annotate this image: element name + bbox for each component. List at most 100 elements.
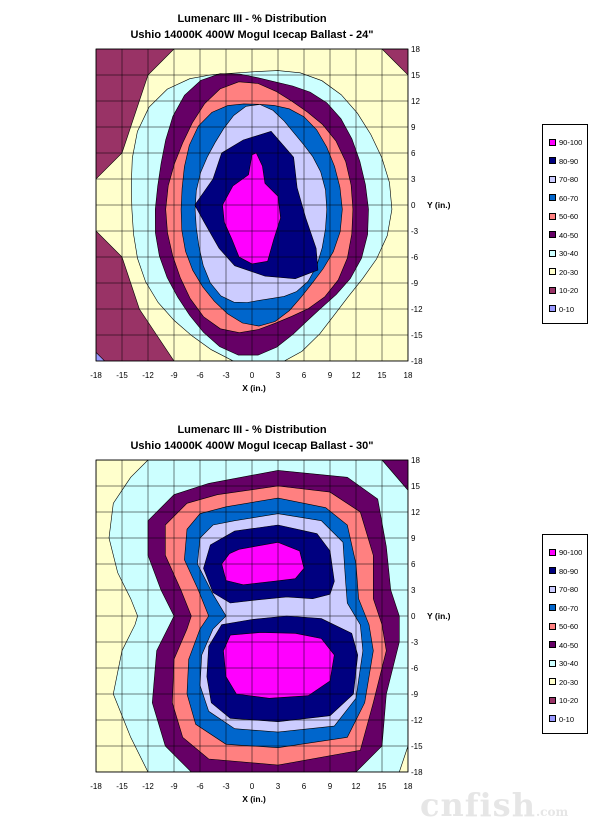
y-tick-label: 0 <box>411 201 416 210</box>
legend-label: 10-20 <box>559 696 579 705</box>
x-tick-label: -18 <box>90 371 102 380</box>
watermark-main: cnfish <box>420 786 536 824</box>
legend-label: 80-90 <box>559 156 579 166</box>
watermark-suffix: .com <box>535 805 569 819</box>
x-tick-label: -15 <box>116 782 128 791</box>
y-tick-label: -9 <box>411 279 419 288</box>
legend-item: 70-80 <box>549 584 578 596</box>
x-tick-label: -6 <box>196 782 204 791</box>
x-tick-label: 6 <box>302 782 307 791</box>
y-tick-label: 3 <box>411 175 416 184</box>
legend: 90-100 80-90 70-80 60-70 50-60 40-50 30-… <box>542 124 588 324</box>
y-tick-label: -3 <box>411 227 419 236</box>
contour-chart-30: Lumenarc III - % Distribution Ushio 1400… <box>0 411 600 821</box>
x-tick-label: -3 <box>222 371 230 380</box>
x-tick-label: -15 <box>116 371 128 380</box>
x-tick-label: 12 <box>352 782 361 791</box>
contour-plot: -18 -15 -12 -9 -6 -3 0 3 6 9 12 15 18 18 15 12 9 6 3 0 -3 -6… <box>90 456 451 804</box>
legend-label: 20-30 <box>559 267 579 277</box>
band-90-100-top <box>221 541 305 586</box>
legend-item: 80-90 <box>549 566 578 578</box>
y-tick-label: -18 <box>411 768 423 777</box>
legend-swatch <box>549 715 556 723</box>
x-tick-label: 9 <box>328 371 333 380</box>
legend-swatch <box>549 305 556 313</box>
y-axis-label: Y (in.) <box>427 200 451 210</box>
y-tick-label: 9 <box>411 123 416 132</box>
y-tick-label: 3 <box>411 586 416 595</box>
legend-label: 90-100 <box>559 548 583 557</box>
band-90-100-bottom <box>223 632 335 699</box>
x-tick-label: 18 <box>404 371 413 380</box>
legend-swatch <box>549 249 556 257</box>
y-tick-label: 15 <box>411 71 420 80</box>
legend-label: 70-80 <box>559 175 579 184</box>
x-tick-label: 15 <box>378 782 387 791</box>
chart-title-line1: Lumenarc III - % Distribution <box>177 424 327 436</box>
legend-label: 0-10 <box>559 714 575 724</box>
legend-label: 30-40 <box>559 659 579 668</box>
x-tick-label: -18 <box>90 782 102 791</box>
y-tick-label: 12 <box>411 508 420 517</box>
legend-label: 50-60 <box>559 622 579 631</box>
legend-item: 30-40 <box>549 248 578 260</box>
legend-swatch <box>549 604 556 612</box>
legend-label: 30-40 <box>559 249 579 258</box>
legend-item: 80-90 <box>549 156 578 168</box>
x-tick-labels: -18 -15 -12 -9 -6 -3 0 3 6 9 12 15 18 <box>90 371 413 380</box>
legend-item: 90-100 <box>549 137 582 149</box>
y-tick-label: -18 <box>411 357 423 366</box>
legend-item: 60-70 <box>549 193 578 205</box>
legend-item: 40-50 <box>549 640 578 652</box>
legend-swatch <box>549 268 556 276</box>
watermark-logo: cnfish.com <box>420 786 568 824</box>
legend-item: 10-20 <box>549 695 578 707</box>
legend-item: 50-60 <box>549 211 578 223</box>
y-tick-label: -15 <box>411 742 423 751</box>
x-axis-label: X (in.) <box>242 383 266 393</box>
legend-item: 0-10 <box>549 714 574 726</box>
x-tick-label: 0 <box>250 782 255 791</box>
contour-chart-24: Lumenarc III - % Distribution Ushio 1400… <box>0 0 600 410</box>
x-tick-label: -12 <box>142 371 154 380</box>
legend-label: 60-70 <box>559 603 579 613</box>
y-tick-label: 15 <box>411 482 420 491</box>
x-tick-label: 6 <box>302 371 307 380</box>
chart-title-line2: Ushio 14000K 400W Mogul Icecap Ballast -… <box>130 440 374 452</box>
y-tick-label: -6 <box>411 253 419 262</box>
y-tick-label: -12 <box>411 716 423 725</box>
plot-frame <box>95 459 409 773</box>
legend-label: 40-50 <box>559 640 579 650</box>
legend-swatch <box>549 678 556 686</box>
x-tick-label: 0 <box>250 371 255 380</box>
legend-label: 40-50 <box>559 230 579 240</box>
band-90-100 <box>222 152 281 265</box>
x-tick-label: 3 <box>276 371 281 380</box>
legend-swatch <box>549 212 556 220</box>
chart-title-line1: Lumenarc III - % Distribution <box>177 13 327 25</box>
x-tick-label: -6 <box>196 371 204 380</box>
y-tick-labels: 18 15 12 9 6 3 0 -3 -6 -9 -12 -15 -18 <box>411 45 423 366</box>
legend-swatch <box>549 548 556 556</box>
chart-title-line2: Ushio 14000K 400W Mogul Icecap Ballast -… <box>130 29 374 41</box>
x-tick-label: -9 <box>170 782 178 791</box>
y-tick-label: -12 <box>411 305 423 314</box>
legend-item: 0-10 <box>549 304 574 316</box>
y-tick-label: -9 <box>411 690 419 699</box>
x-tick-labels: -18 -15 -12 -9 -6 -3 0 3 6 9 12 15 18 <box>90 782 413 791</box>
plot-frame <box>95 48 409 362</box>
y-axis-label: Y (in.) <box>427 611 451 621</box>
legend-item: 40-50 <box>549 230 578 242</box>
legend-item: 70-80 <box>549 174 578 186</box>
legend: 90-100 80-90 70-80 60-70 50-60 40-50 30-… <box>542 534 588 734</box>
legend-label: 60-70 <box>559 193 579 203</box>
band-10-20-topright <box>381 49 408 76</box>
x-tick-label: 15 <box>378 371 387 380</box>
band-0-10-corner <box>96 351 106 361</box>
y-tick-label: 18 <box>411 456 420 465</box>
x-tick-label: -12 <box>142 782 154 791</box>
legend-swatch <box>549 286 556 294</box>
legend-swatch <box>549 157 556 165</box>
contour-plot: -18 -15 -12 -9 -6 -3 0 3 6 9 12 15 18 18 15 12 9 6 3 0 -3 -6… <box>90 45 451 393</box>
legend-swatch <box>549 585 556 593</box>
